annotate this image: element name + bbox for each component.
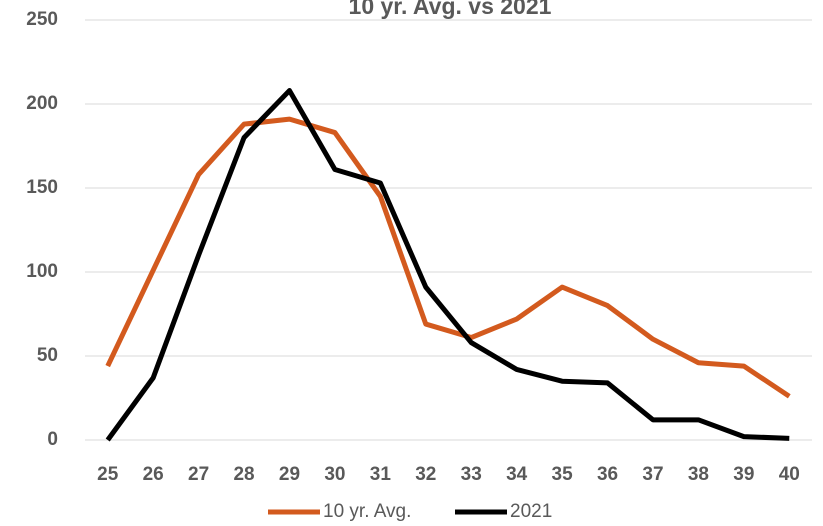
x-tick-label: 27 bbox=[188, 464, 209, 485]
x-tick-label: 32 bbox=[415, 464, 436, 485]
x-tick-label: 31 bbox=[370, 464, 392, 485]
y-tick-label: 250 bbox=[26, 9, 58, 30]
x-tick-label: 25 bbox=[97, 464, 119, 485]
chart-title: 10 yr. Avg. vs 2021 bbox=[349, 0, 552, 19]
x-tick-label: 28 bbox=[233, 464, 254, 485]
x-tick-label: 40 bbox=[779, 464, 800, 485]
y-tick-label: 150 bbox=[26, 177, 58, 198]
y-tick-label: 100 bbox=[26, 261, 58, 282]
legend-item: 10 yr. Avg. bbox=[268, 501, 411, 522]
x-tick-label: 34 bbox=[506, 464, 528, 485]
x-tick-label: 38 bbox=[688, 464, 709, 485]
x-tick-label: 35 bbox=[552, 464, 574, 485]
x-tick-label: 39 bbox=[733, 464, 754, 485]
legend-label: 2021 bbox=[510, 501, 552, 522]
data-line bbox=[105, 116, 791, 399]
data-line bbox=[105, 88, 790, 442]
x-tick-label: 33 bbox=[461, 464, 482, 485]
x-tick-label: 26 bbox=[143, 464, 164, 485]
x-tick-label: 29 bbox=[279, 464, 300, 485]
y-tick-label: 0 bbox=[47, 429, 58, 450]
y-tick-label: 200 bbox=[26, 93, 58, 114]
x-tick-label: 30 bbox=[324, 464, 345, 485]
legend-item: 2021 bbox=[455, 501, 552, 522]
x-tick-label: 36 bbox=[597, 464, 618, 485]
y-tick-label: 50 bbox=[37, 345, 58, 366]
legend-label: 10 yr. Avg. bbox=[323, 501, 411, 522]
x-tick-label: 37 bbox=[642, 464, 663, 485]
